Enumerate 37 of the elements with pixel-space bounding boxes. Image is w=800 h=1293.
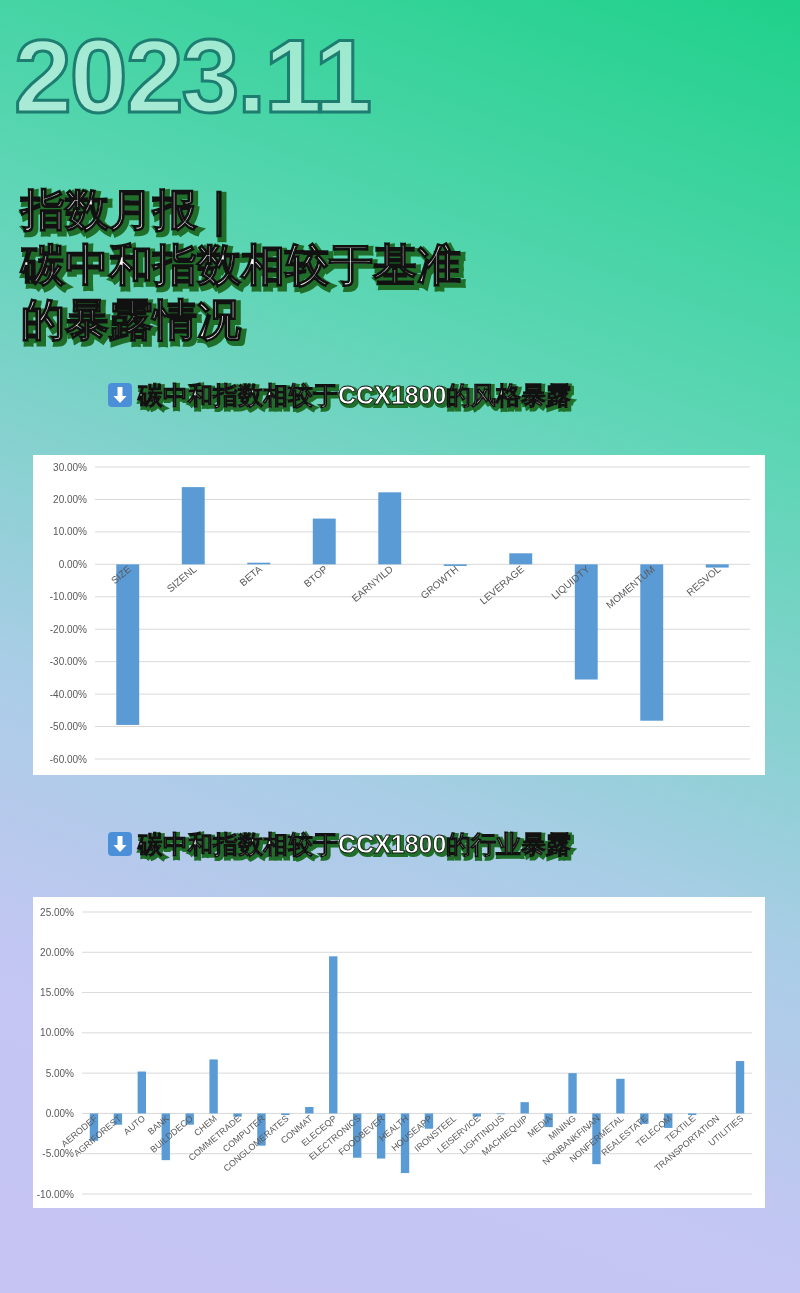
y-tick-label: -10.00% [49,591,88,603]
bar [209,1059,218,1114]
y-tick-label: -10.00% [36,1188,75,1200]
text: 2023.11 [14,18,371,134]
bar [233,1113,242,1117]
bar [568,1073,577,1114]
chart-title: 碳中和指数相较于CCX1800的行业暴露 [139,832,574,860]
y-tick-label: 0.00% [45,1107,75,1119]
y-tick-label: -60.00% [49,753,88,765]
y-tick-label: 25.00% [40,906,75,918]
y-tick-label: 5.00% [45,1067,75,1079]
y-tick-label: -20.00% [49,623,88,635]
bar [509,553,533,565]
y-tick-label: 20.00% [53,493,88,505]
chart-title: 指数月报｜碳中和指数相较于基准的暴露情况 [21,185,461,344]
y-tick-label: 10.00% [53,526,88,538]
bar [378,492,402,565]
y-tick-label: 10.00% [40,1027,75,1039]
y-tick-label: 0.00% [58,558,88,570]
y-tick-label: -5.00% [42,1148,75,1160]
bar [137,1071,147,1114]
y-tick-label: 20.00% [40,946,75,958]
bar [520,1102,529,1114]
y-tick-label: -50.00% [49,721,88,733]
y-tick-label: 30.00% [53,461,88,473]
bar [329,956,338,1114]
y-tick-label: -30.00% [49,656,88,668]
bar [705,564,729,568]
y-tick-label: 15.00% [40,987,75,999]
bar [305,1106,314,1114]
y-tick-label: -40.00% [49,688,88,700]
bar [472,1113,482,1117]
bar [312,518,336,565]
bar [735,1061,745,1114]
chart-title: 碳中和指数相较于CCX1800的风格暴露 [139,383,574,411]
bar [181,487,205,565]
bar [616,1078,625,1114]
